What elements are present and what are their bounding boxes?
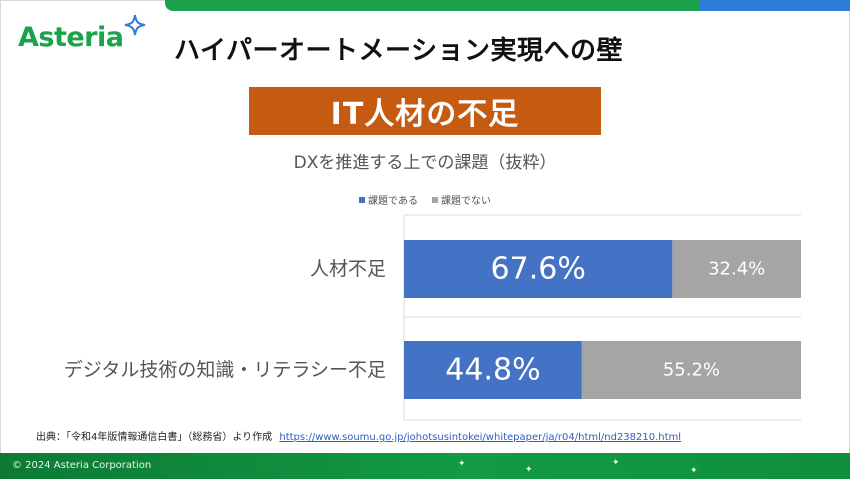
data-label-not-issue-1: 55.2% (663, 360, 720, 381)
category-label-1: デジタル技術の知識・リテラシー不足 (64, 359, 386, 381)
source-link[interactable]: https://www.soumu.go.jp/johotsusintokei/… (279, 432, 682, 443)
data-label-issue-0: 67.6% (491, 252, 586, 287)
copyright-text: © 2024 Asteria Corporation (12, 460, 152, 471)
footer-bar: © 2024 Asteria Corporation ✦ ✦ ✦ ✦ (0, 453, 850, 479)
bar-not-issue-1 (581, 341, 801, 399)
bar-not-issue-0 (672, 240, 801, 298)
sparkle-star-icon (124, 14, 146, 36)
logo-text: Asteria (18, 22, 124, 53)
chart-legend: 課題である 課題でない (0, 192, 850, 207)
category-label-0: 人材不足 (310, 258, 386, 280)
legend-label-not-issue: 課題でない (440, 196, 491, 207)
source-label: 出典：「令和4年版情報通信白書」（総務省）より作成 (36, 432, 273, 443)
sparkle-icon: ✦ (525, 465, 533, 475)
bar-issue-0 (404, 240, 673, 298)
legend-label-issue: 課題である (368, 196, 418, 207)
sparkle-icon: ✦ (690, 466, 698, 476)
source-note: 出典：「令和4年版情報通信白書」（総務省）より作成 https://www.so… (36, 428, 681, 443)
slide-title: ハイパーオートメーション実現への壁 (174, 36, 623, 66)
data-label-not-issue-0: 32.4% (708, 259, 765, 280)
sparkle-icon: ✦ (458, 459, 466, 469)
top-accent-bar-green (165, 0, 700, 11)
section-banner: IT人材の不足 (249, 87, 601, 135)
legend-swatch-issue (359, 196, 366, 203)
legend-item-issue: 課題である (359, 192, 418, 207)
legend-swatch-not-issue (431, 196, 438, 203)
sparkle-icon: ✦ (612, 458, 620, 468)
legend-item-not-issue: 課題でない (431, 192, 491, 207)
chart-bars: 67.6% 32.4% 44.8% 55.2% (404, 240, 801, 399)
bar-issue-1 (404, 341, 582, 399)
asteria-logo: Asteria (18, 14, 158, 56)
stacked-bar-chart: 67.6% 32.4% 44.8% 55.2% 人材不足デジタル技術の知識・リテラシー… (64, 214, 801, 421)
chart-title: DXを推進する上での課題（抜粋） (293, 153, 557, 173)
data-label-issue-1: 44.8% (445, 353, 540, 388)
top-accent-bar-blue (700, 0, 850, 11)
